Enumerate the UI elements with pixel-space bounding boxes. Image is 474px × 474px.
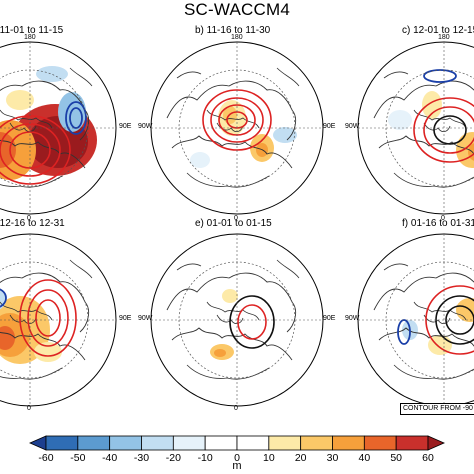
colorbar-tick-label: 40 bbox=[358, 452, 371, 464]
colorbar-tick-label: 10 bbox=[262, 452, 275, 464]
colorbar bbox=[29, 435, 445, 451]
panel-a-label-top: 180 bbox=[24, 34, 36, 41]
colorbar-segment bbox=[204, 435, 238, 451]
colorbar-end-high bbox=[427, 435, 445, 451]
panel-d-label-bottom: 0 bbox=[27, 405, 31, 412]
panel-c-title: c) 12-01 to 12-15 bbox=[402, 25, 474, 36]
colorbar-segment bbox=[141, 435, 174, 451]
colorbar-segment bbox=[236, 435, 270, 451]
colorbar-tick-label: 0 bbox=[234, 452, 240, 464]
panel-b-label-top: 180 bbox=[231, 34, 243, 41]
panel-c-label-top: 180 bbox=[438, 34, 450, 41]
panel-d-label-right: 90E bbox=[119, 315, 132, 322]
panel-d-title: d) 12-16 to 12-31 bbox=[0, 218, 65, 229]
colorbar-tick-label: -20 bbox=[165, 452, 181, 464]
colorbar-segment bbox=[45, 435, 79, 451]
panel-f-label-left: 90W bbox=[345, 315, 360, 322]
colorbar-tick-label: 50 bbox=[390, 452, 402, 464]
colorbar-segment bbox=[172, 435, 206, 451]
panel-e-label-right: 90E bbox=[323, 315, 336, 322]
colorbar-tick-label: -30 bbox=[133, 452, 150, 464]
colorbar-tick-label: 20 bbox=[294, 452, 307, 464]
colorbar-segment bbox=[395, 435, 429, 451]
colorbar-tick-label: -50 bbox=[70, 452, 86, 464]
panel-a-title: a) 11-01 to 11-15 bbox=[0, 25, 64, 36]
panel-f-title: f) 01-16 to 01-31 bbox=[402, 218, 474, 229]
panel-a-label-bottom: 0 bbox=[27, 215, 31, 222]
panel-c-label-bottom: 0 bbox=[441, 215, 445, 222]
colorbar-tick-label: -60 bbox=[38, 452, 54, 464]
colorbar-tick-label: 30 bbox=[326, 452, 339, 464]
colorbar-end-low bbox=[29, 435, 47, 451]
colorbar-segment bbox=[332, 435, 365, 451]
panel-b-label-left: 90W bbox=[138, 123, 153, 130]
colorbar-tick-label: -10 bbox=[197, 452, 213, 464]
colorbar-segment bbox=[363, 435, 397, 451]
panel-e-label-left: 90W bbox=[138, 315, 153, 322]
colorbar-segment bbox=[77, 435, 111, 451]
colorbar-segment bbox=[300, 435, 333, 451]
panel-e-label-bottom: 0 bbox=[234, 405, 238, 412]
panel-a-label-right: 90E bbox=[119, 123, 132, 130]
panel-b-title: b) 11-16 to 11-30 bbox=[195, 25, 271, 36]
colorbar-segment bbox=[268, 435, 302, 451]
panel-e-title: e) 01-01 to 01-15 bbox=[195, 218, 272, 229]
panel-b-label-right: 90E bbox=[323, 123, 336, 130]
panel-c-label-left: 90W bbox=[345, 123, 360, 130]
colorbar-tick-label: 60 bbox=[422, 452, 434, 464]
contour-note: CONTOUR FROM -90 bbox=[400, 403, 474, 415]
colorbar-segment bbox=[109, 435, 142, 451]
colorbar-unit: m bbox=[232, 460, 242, 472]
panel-b-label-bottom: 0 bbox=[234, 215, 238, 222]
figure-title: SC-WACCM4 bbox=[184, 0, 290, 19]
colorbar-tick-label: -40 bbox=[102, 452, 118, 464]
